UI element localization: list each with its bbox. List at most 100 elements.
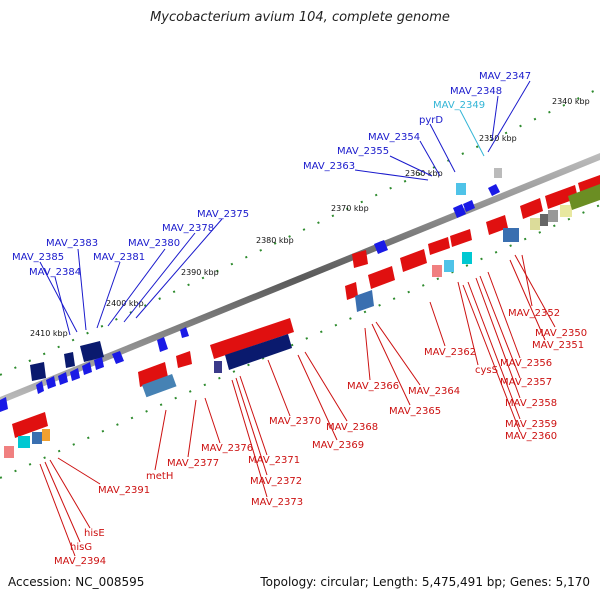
gene-label[interactable]: MAV_2348 [450, 86, 502, 97]
gene-label[interactable]: MAV_2366 [347, 381, 399, 392]
tick-label: 2350 kbp [479, 134, 517, 143]
gene-feature[interactable] [548, 210, 558, 222]
gene-feature[interactable] [520, 198, 543, 219]
genome-backbone [0, 153, 600, 404]
gene-label[interactable]: MAV_2372 [250, 476, 302, 487]
gene-label[interactable]: MAV_2365 [389, 406, 441, 417]
gene-label[interactable]: MAV_2351 [532, 340, 584, 351]
gene-feature[interactable] [46, 376, 56, 389]
gene-feature[interactable] [400, 249, 427, 272]
gene-feature[interactable] [80, 341, 104, 362]
gene-feature[interactable] [352, 250, 368, 268]
gene-label[interactable]: MAV_2370 [269, 416, 321, 427]
gene-feature[interactable] [82, 362, 92, 375]
gene-label[interactable]: MAV_2355 [337, 146, 389, 157]
gene-label[interactable]: MAV_2357 [500, 377, 552, 388]
gene-feature[interactable] [64, 352, 75, 368]
gene-label[interactable]: MAV_2385 [12, 252, 64, 263]
gene-feature[interactable] [210, 318, 294, 359]
gene-feature[interactable] [540, 214, 548, 226]
gene-label[interactable]: pyrD [419, 115, 443, 126]
gene-label[interactable]: MAV_2376 [201, 443, 253, 454]
gene-label[interactable]: MAV_2349 [433, 100, 485, 111]
gene-feature[interactable] [488, 184, 500, 196]
gene-label[interactable]: MAV_2371 [248, 455, 300, 466]
gene-label[interactable]: MAV_2375 [197, 209, 249, 220]
gene-feature[interactable] [138, 362, 168, 387]
gene-feature[interactable] [4, 446, 14, 458]
gene-feature[interactable] [453, 204, 466, 218]
gene-label[interactable]: hisG [70, 542, 92, 553]
gene-feature[interactable] [494, 168, 502, 178]
gene-feature[interactable] [456, 183, 466, 195]
gene-label[interactable]: MAV_2391 [98, 485, 150, 496]
gene-feature[interactable] [12, 412, 48, 438]
gene-feature[interactable] [42, 429, 50, 441]
bottom-leader-lines [39, 254, 556, 557]
gene-feature[interactable] [545, 185, 578, 209]
gene-feature[interactable] [18, 436, 30, 448]
gene-feature[interactable] [345, 282, 358, 300]
gene-label[interactable]: MAV_2350 [535, 328, 587, 339]
gene-feature[interactable] [112, 351, 124, 364]
gene-feature[interactable] [374, 240, 388, 254]
gene-label[interactable]: MAV_2377 [167, 458, 219, 469]
gene-feature[interactable] [157, 337, 168, 352]
gene-feature[interactable] [428, 237, 450, 255]
gene-feature[interactable] [176, 351, 192, 368]
gene-label[interactable]: MAV_2378 [162, 223, 214, 234]
gene-feature[interactable] [355, 290, 374, 312]
gene-label[interactable]: MAV_2362 [424, 347, 476, 358]
gene-feature[interactable] [180, 327, 189, 338]
gene-feature[interactable] [70, 368, 80, 381]
gene-label[interactable]: MAV_2359 [505, 419, 557, 430]
gene-feature[interactable] [32, 432, 42, 444]
tick-label: 2380 kbp [256, 236, 294, 245]
gene-feature[interactable] [444, 260, 454, 272]
gene-feature[interactable] [560, 205, 572, 217]
gene-feature[interactable] [462, 252, 472, 264]
gene-label[interactable]: metH [146, 471, 173, 482]
gene-label[interactable]: MAV_2363 [303, 161, 355, 172]
gene-feature[interactable] [463, 200, 475, 212]
tick-label: 2370 kbp [331, 204, 369, 213]
gene-feature[interactable] [368, 266, 395, 289]
gene-feature[interactable] [36, 381, 44, 394]
gene-feature[interactable] [450, 229, 472, 247]
gene-label[interactable]: MAV_2381 [93, 252, 145, 263]
gene-feature[interactable] [0, 397, 8, 412]
gene-label[interactable]: MAV_2352 [508, 308, 560, 319]
gene-label[interactable]: MAV_2383 [46, 238, 98, 249]
gene-feature[interactable] [214, 361, 222, 373]
gene-label[interactable]: MAV_2360 [505, 431, 557, 442]
gene-feature[interactable] [503, 228, 519, 242]
gene-feature[interactable] [432, 265, 442, 277]
gene-label[interactable]: MAV_2358 [505, 398, 557, 409]
gene-label[interactable]: hisE [84, 528, 105, 539]
gene-feature[interactable] [568, 184, 600, 210]
gene-feature[interactable] [141, 374, 177, 398]
gene-label[interactable]: cysS [475, 365, 498, 376]
gene-feature[interactable] [94, 357, 104, 370]
forward-strand-features [0, 168, 502, 412]
gene-feature[interactable] [30, 362, 46, 381]
gene-label[interactable]: MAV_2380 [128, 238, 180, 249]
gene-feature[interactable] [58, 372, 68, 385]
gene-label[interactable]: MAV_2384 [29, 267, 81, 278]
gene-label[interactable]: MAV_2347 [479, 71, 531, 82]
tick-label: 2390 kbp [181, 268, 219, 277]
gene-label[interactable]: MAV_2364 [408, 386, 460, 397]
gene-label[interactable]: MAV_2369 [312, 440, 364, 451]
gene-label[interactable]: MAV_2368 [326, 422, 378, 433]
gene-label[interactable]: MAV_2373 [251, 497, 303, 508]
gene-label[interactable]: MAV_2356 [500, 358, 552, 369]
gene-feature[interactable] [486, 215, 508, 235]
gene-feature[interactable] [530, 218, 540, 230]
gene-feature[interactable] [225, 334, 292, 370]
gene-label[interactable]: MAV_2394 [54, 556, 106, 567]
reverse-strand-features [4, 175, 600, 458]
gene-label[interactable]: MAV_2354 [368, 132, 420, 143]
map-title: Mycobacterium avium 104, complete genome [150, 10, 450, 25]
